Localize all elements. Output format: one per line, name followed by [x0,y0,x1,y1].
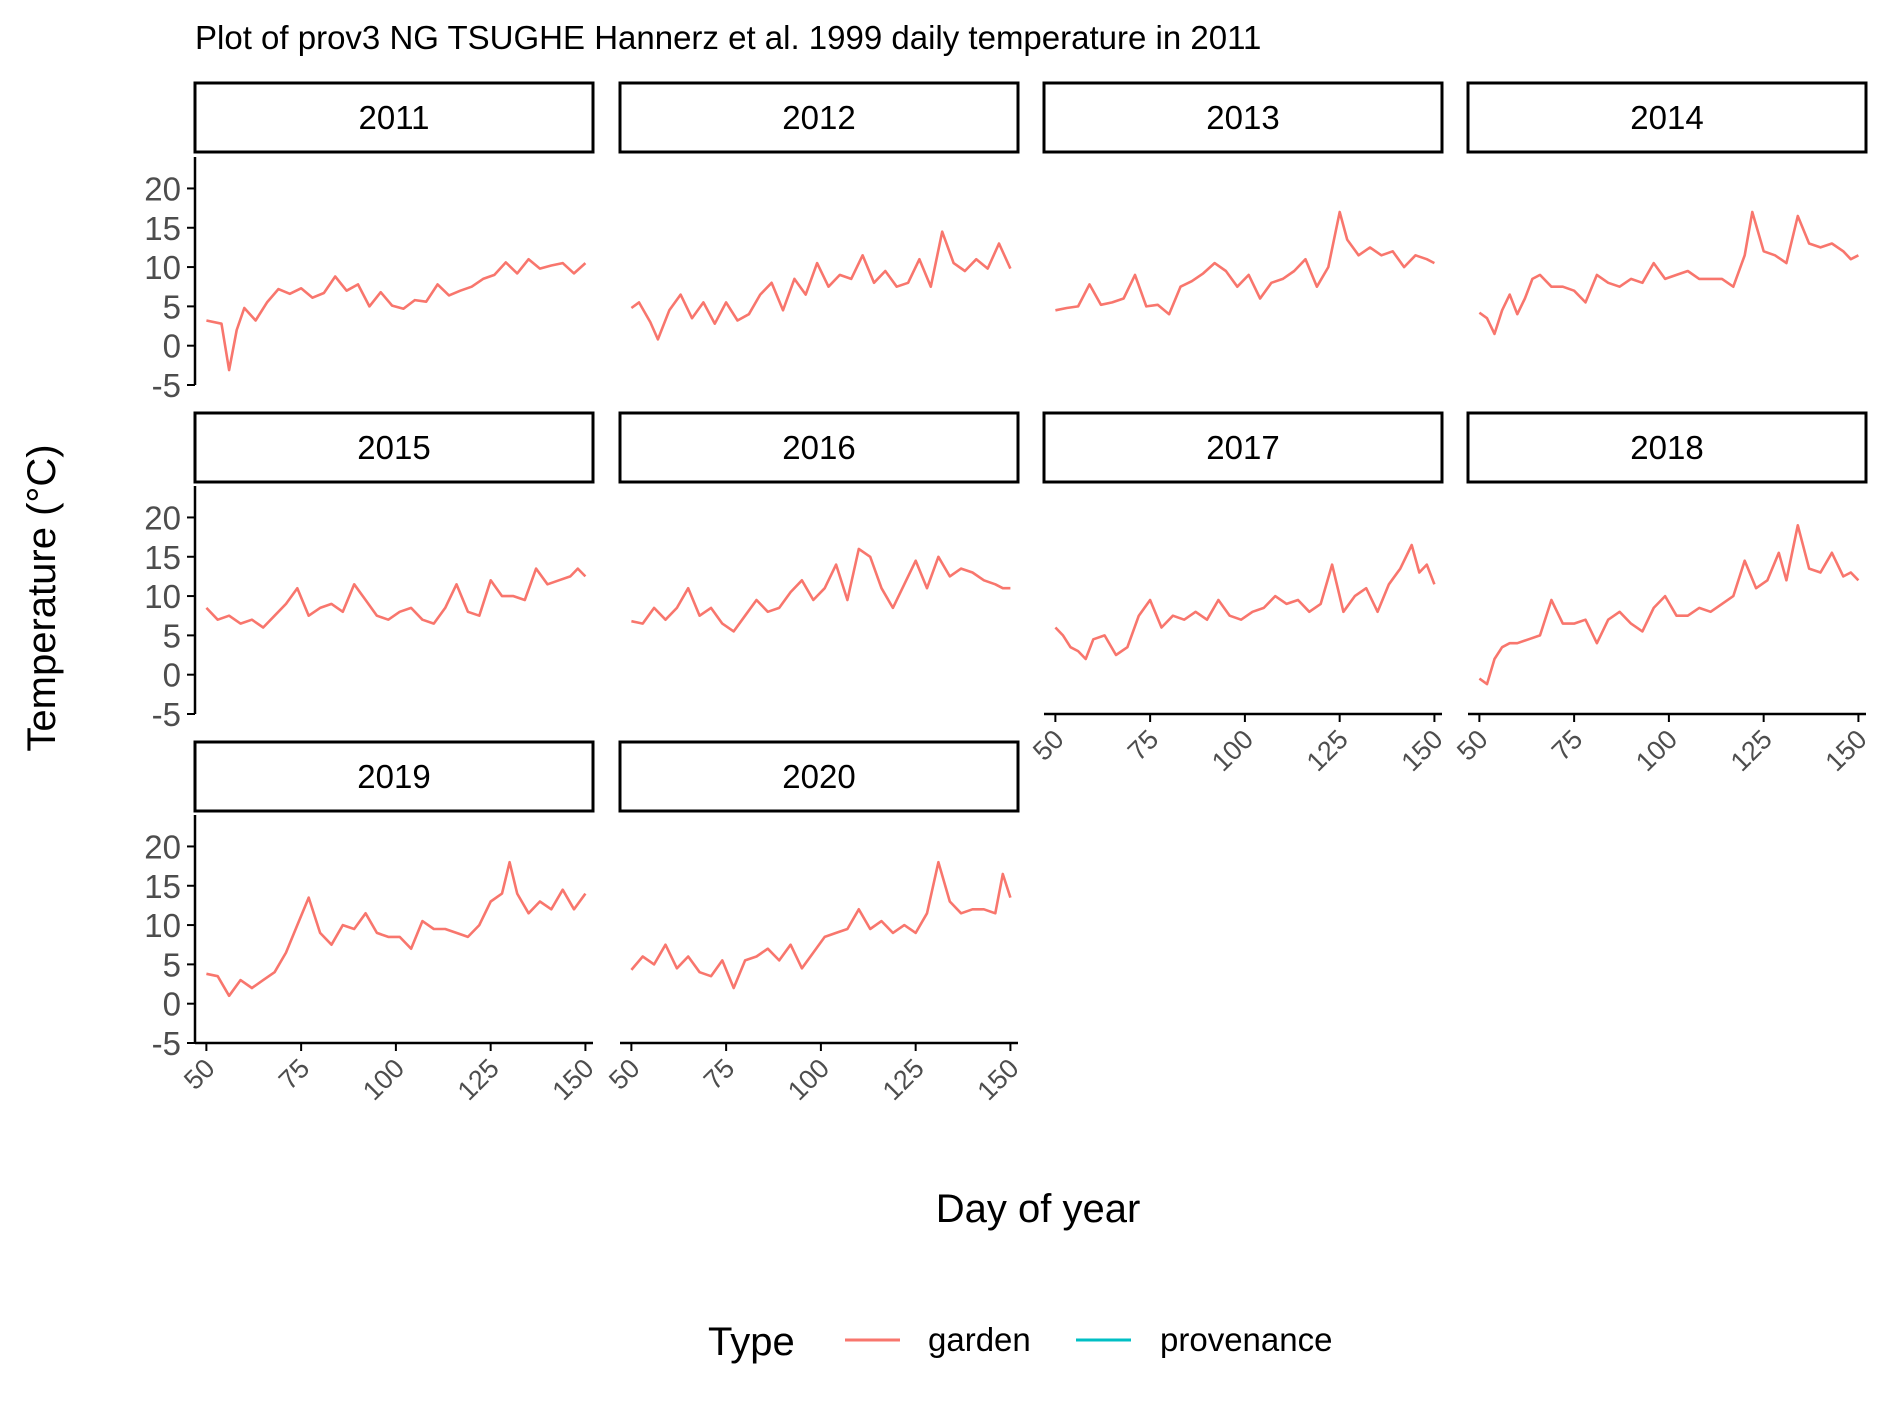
x-tick-label: 75 [273,1053,315,1095]
legend-label-provenance: provenance [1160,1321,1332,1358]
facet-panel-2014: 2014 [1466,81,1868,336]
facet-strip [1042,411,1444,484]
x-tick-label: 100 [1630,724,1683,777]
legend-title: Type [708,1320,795,1364]
legend: Type garden provenance [708,1320,1332,1364]
facet-strip-label: 2017 [1206,429,1279,466]
legend-label-garden: garden [928,1321,1031,1358]
x-tick-label: 100 [1206,724,1259,777]
facet-panel-2012: 2012 [618,81,1020,341]
y-tick-label: 20 [144,170,181,207]
facet-strip [618,740,1020,813]
facet-strip [1466,411,1868,484]
facet-strip-label: 2014 [1630,99,1703,136]
x-tick-label: 150 [547,1053,600,1106]
facet-strip-label: 2013 [1206,99,1279,136]
series-line-garden [206,860,587,998]
x-tick-label: 50 [178,1053,220,1095]
x-tick-label: 75 [698,1053,740,1095]
x-axis-title: Day of year [936,1187,1141,1231]
facet-strip [618,81,1020,154]
series-line-garden [631,547,1011,633]
facet-panel-2017: 2017 50 75 100 125 150 [1027,411,1449,777]
x-tick-label: 125 [1301,724,1354,777]
facet-panel-2016: 2016 [618,411,1020,633]
x-tick-label: 50 [1451,724,1493,766]
x-tick-label: 100 [357,1053,410,1106]
series-line-garden [630,860,1012,990]
y-tick-label: 10 [144,249,181,286]
x-tick-label: 100 [782,1053,835,1106]
facet-panel-2013: 2013 [1042,81,1444,316]
x-tick-label: 50 [1027,724,1069,766]
y-tick-label: 5 [163,617,181,654]
facet-strip [618,411,1020,484]
y-tick-label: 0 [163,986,181,1023]
x-tick-label: 150 [972,1053,1025,1106]
series-line-garden [1055,210,1435,316]
facet-strip-label: 2015 [357,429,430,466]
y-tick-label: 15 [144,210,181,247]
x-tick-label: 75 [1546,724,1588,766]
facet-strip-label: 2020 [782,758,855,795]
y-tick-label: -5 [152,696,181,733]
facet-panel-2018: 2018 50 75 100 125 150 [1451,411,1873,777]
series-line-garden [1478,210,1859,336]
facet-strip-label: 2016 [782,429,855,466]
x-tick-label: 125 [1725,724,1778,777]
x-tick-label: 75 [1122,724,1164,766]
y-tick-label: 5 [163,946,181,983]
y-tick-label: 15 [144,868,181,905]
x-tick-label: 125 [452,1053,505,1106]
facet-strip [193,740,595,813]
series-line-garden [1054,543,1436,661]
y-tick-label: 15 [144,539,181,576]
facet-strip [1466,81,1868,154]
x-tick-label: 50 [603,1053,645,1095]
y-tick-label: 0 [163,328,181,365]
x-tick-label: 150 [1396,724,1449,777]
facet-strip-label: 2011 [359,99,430,136]
x-tick-label: 150 [1820,724,1873,777]
y-tick-label: 5 [163,288,181,325]
y-tick-label: 10 [144,907,181,944]
series-line-garden [630,230,1012,341]
series-line-garden [205,567,587,629]
x-tick-label: 125 [877,1053,930,1106]
series-line-garden [206,257,587,372]
facet-strip-label: 2018 [1630,429,1703,466]
y-tick-label: -5 [152,1025,181,1062]
series-line-garden [1478,523,1860,686]
y-tick-label: 20 [144,499,181,536]
facet-panel-2020: 2020 50 75 100 125 150 [603,740,1025,1106]
y-tick-label: 20 [144,828,181,865]
y-tick-label: -5 [152,367,181,404]
y-tick-label: 0 [163,657,181,694]
chart-title: Plot of prov3 NG TSUGHE Hannerz et al. 1… [195,19,1261,56]
facet-strip-label: 2019 [357,758,430,795]
facet-strip [193,411,595,484]
facet-strip [1042,81,1444,154]
facet-strip-label: 2012 [782,99,855,136]
y-axis-title: Temperature (°C) [20,444,64,751]
y-tick-label: 10 [144,578,181,615]
facet-strip [193,81,595,154]
